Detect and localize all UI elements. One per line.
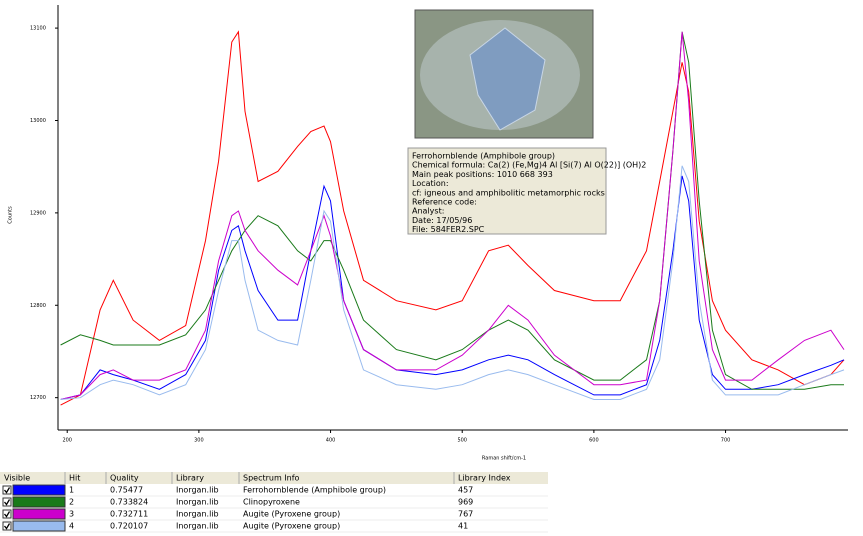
y-tick-label: 13100 xyxy=(30,26,46,32)
tooltip-line: cf: igneous and amphibolitic metamorphic… xyxy=(412,188,605,197)
table-cell: Clinopyroxene xyxy=(243,498,300,507)
tooltip-line: Ferrohornblende (Amphibole group) xyxy=(412,152,555,161)
visible-checkbox[interactable] xyxy=(2,521,12,531)
visible-checkbox[interactable] xyxy=(2,497,12,507)
table-cell: Inorgan.lib xyxy=(176,522,219,531)
y-tick-label: 12900 xyxy=(30,210,46,216)
column-header: Hit xyxy=(69,474,80,483)
y-axis-label: Counts xyxy=(8,206,14,224)
table-cell: 0.733824 xyxy=(110,498,148,507)
tooltip-line: Reference code: xyxy=(412,198,477,207)
x-tick-label: 200 xyxy=(62,438,72,444)
spectrum-line xyxy=(60,165,845,400)
table-cell: Inorgan.lib xyxy=(176,510,219,519)
table-cell: 41 xyxy=(458,522,468,531)
spectrum-line xyxy=(60,31,844,390)
table-cell: 1 xyxy=(69,486,74,495)
x-tick-label: 300 xyxy=(194,438,204,444)
sample-photo xyxy=(414,9,594,139)
visible-checkbox[interactable] xyxy=(2,509,12,519)
color-swatch[interactable] xyxy=(12,484,66,496)
table-cell: Inorgan.lib xyxy=(176,498,219,507)
column-header: Spectrum Info xyxy=(243,474,300,483)
y-tick-label: 12700 xyxy=(30,395,46,401)
table-cell: 0.75477 xyxy=(110,486,143,495)
color-swatch[interactable] xyxy=(12,520,66,532)
table-cell: Inorgan.lib xyxy=(176,486,219,495)
spectrum-line xyxy=(60,31,845,400)
color-swatch[interactable] xyxy=(12,496,66,508)
y-tick-label: 12800 xyxy=(30,303,46,309)
y-tick-label: 13000 xyxy=(30,118,46,124)
x-tick-label: 700 xyxy=(721,438,731,444)
tooltip-line: Date: 17/05/96 xyxy=(412,216,472,225)
table-cell: 3 xyxy=(69,510,74,519)
column-header: Visible xyxy=(4,474,30,483)
color-swatch[interactable] xyxy=(12,508,66,520)
x-tick-label: 500 xyxy=(457,438,467,444)
visible-checkbox[interactable] xyxy=(2,485,12,495)
column-header: Library Index xyxy=(458,474,511,483)
x-tick-label: 400 xyxy=(326,438,336,444)
column-header: Library xyxy=(176,474,204,483)
spectrum-line xyxy=(60,30,845,406)
x-tick-label: 600 xyxy=(589,438,599,444)
tooltip-line: File: 584FER2.SPC xyxy=(412,225,485,234)
plot: 200 300 400 500 600 700 12700 12800 12900 13000 13… xyxy=(30,26,845,444)
table-cell: 0.720107 xyxy=(110,522,148,531)
table-cell: 767 xyxy=(458,510,473,519)
table-cell: 0.732711 xyxy=(110,510,148,519)
checkmark xyxy=(3,499,11,506)
table-header xyxy=(0,472,548,484)
table-cell: 457 xyxy=(458,486,473,495)
tooltip-line: Location: xyxy=(412,179,449,188)
tooltip-line: Main peak positions: 1010 668 393 xyxy=(412,170,553,179)
tooltip-line: Analyst: xyxy=(412,207,444,216)
table-cell: Ferrohornblende (Amphibole group) xyxy=(243,486,386,495)
table-cell: 969 xyxy=(458,498,473,507)
column-header: Quality xyxy=(110,474,139,483)
tooltip: Ferrohornblende (Amphibole group)Chemica… xyxy=(407,147,646,235)
table-cell: Augite (Pyroxene group) xyxy=(243,522,340,531)
table-cell: 2 xyxy=(69,498,74,507)
x-axis-label: Raman shift/cm-1 xyxy=(482,456,526,462)
checkmark xyxy=(3,523,11,530)
checkmark xyxy=(3,487,11,494)
tooltip-line: Chemical formula: Ca(2) (Fe,Mg)4 Al [Si(… xyxy=(412,161,646,170)
checkmark xyxy=(3,511,11,518)
table-cell: 4 xyxy=(69,522,74,531)
table-cell: Augite (Pyroxene group) xyxy=(243,510,340,519)
spectrum-line xyxy=(60,175,845,400)
table-body: Visible Hit Quality Library Spectrum Info Lib… xyxy=(0,472,548,533)
